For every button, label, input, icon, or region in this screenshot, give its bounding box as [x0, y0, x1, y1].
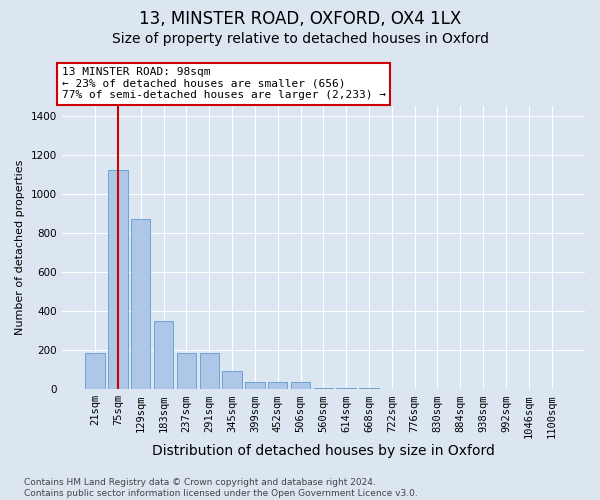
Bar [200, 353, 219, 390]
Text: 13 MINSTER ROAD: 98sqm
← 23% of detached houses are smaller (656)
77% of semi-de: 13 MINSTER ROAD: 98sqm ← 23% of detached… [62, 67, 386, 100]
Bar [268, 382, 287, 390]
Bar [337, 388, 356, 390]
Bar [108, 170, 128, 390]
Bar [131, 220, 151, 390]
X-axis label: Distribution of detached houses by size in Oxford: Distribution of detached houses by size … [152, 444, 495, 458]
Bar [177, 353, 196, 390]
Text: Contains HM Land Registry data © Crown copyright and database right 2024.
Contai: Contains HM Land Registry data © Crown c… [24, 478, 418, 498]
Bar [85, 353, 105, 390]
Bar [291, 382, 310, 390]
Bar [223, 371, 242, 390]
Bar [154, 321, 173, 390]
Bar [314, 388, 333, 390]
Y-axis label: Number of detached properties: Number of detached properties [15, 160, 25, 336]
Bar [359, 388, 379, 390]
Bar [245, 382, 265, 390]
Text: Size of property relative to detached houses in Oxford: Size of property relative to detached ho… [112, 32, 488, 46]
Text: 13, MINSTER ROAD, OXFORD, OX4 1LX: 13, MINSTER ROAD, OXFORD, OX4 1LX [139, 10, 461, 28]
